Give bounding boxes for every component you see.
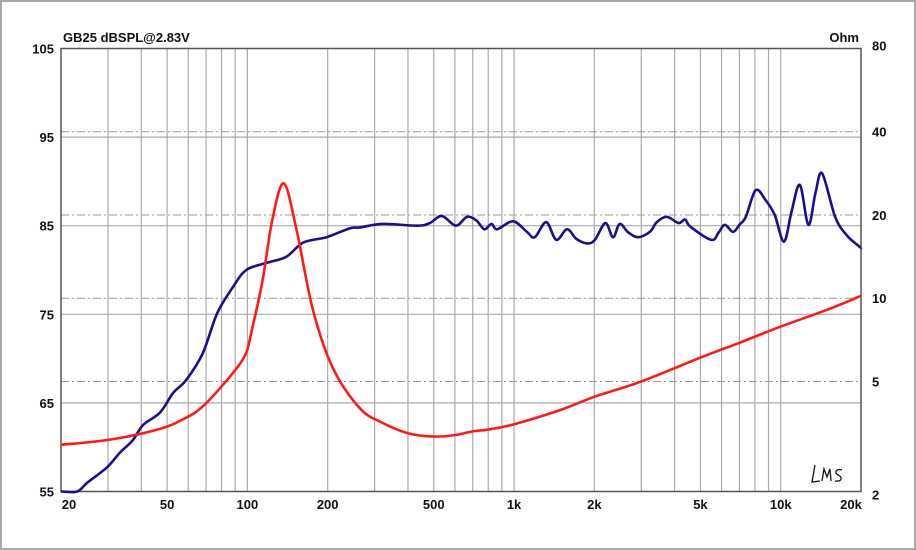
y-tick-label: 65 (40, 396, 54, 411)
y2-tick-label: 5 (872, 374, 879, 389)
y2-tick-label: 20 (872, 208, 886, 223)
impedance-curve (60, 182, 862, 447)
x-tick-label: 200 (317, 497, 339, 512)
y-tick-label: 85 (40, 219, 54, 234)
chart-title: GB25 dBSPL@2.83V (63, 30, 190, 45)
x-tick-label: 100 (237, 497, 259, 512)
x-tick-label: 1k (507, 497, 522, 512)
spl-curve (60, 171, 863, 494)
x-tick-label: 500 (423, 497, 445, 512)
grid (61, 48, 861, 492)
right-axis-unit-label: Ohm (829, 30, 859, 45)
plot-area (60, 47, 862, 493)
y-tick-label: 55 (40, 485, 54, 500)
lms-logo (811, 464, 843, 483)
y2-tick-label: 40 (872, 125, 886, 140)
x-tick-label: 20 (62, 497, 76, 512)
x-tick-label: 50 (160, 497, 174, 512)
x-tick-label: 20k (840, 497, 862, 512)
y2-tick-label: 10 (872, 291, 886, 306)
x-tick-label: 2k (587, 497, 602, 512)
y-tick-label: 95 (40, 130, 54, 145)
x-tick-label: 5k (693, 497, 708, 512)
axis-labels: 20 50 100 200 500 1k 2k 5k 10k 20k105958575655580… (32, 39, 886, 513)
y2-tick-label: 80 (872, 39, 886, 54)
x-tick-label: 10k (770, 497, 792, 512)
curves (60, 171, 863, 494)
y-tick-label: 105 (32, 42, 54, 57)
y-tick-label: 75 (40, 307, 54, 322)
y2-tick-label: 2 (872, 488, 879, 503)
